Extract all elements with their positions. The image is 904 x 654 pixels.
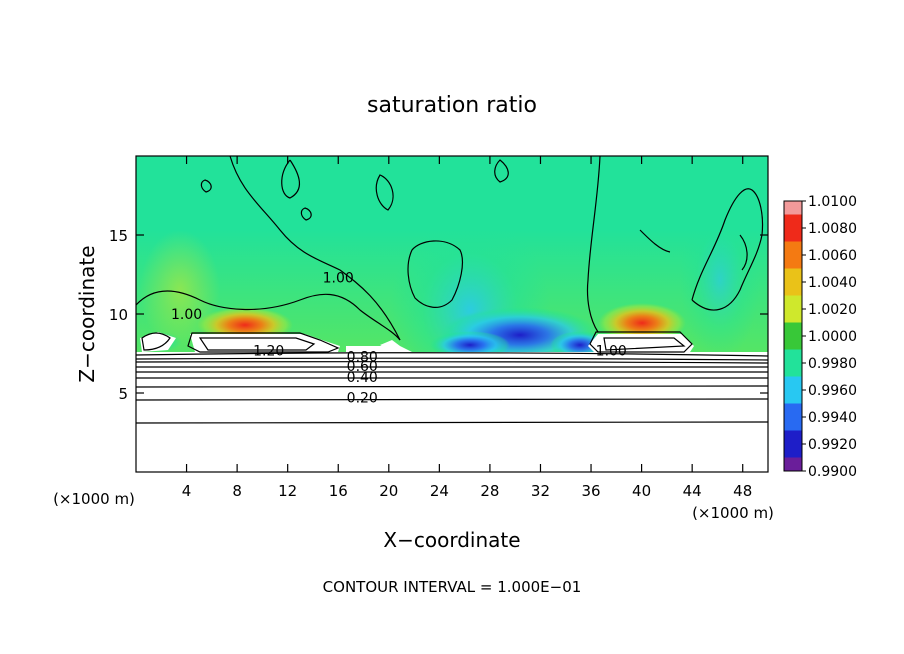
colorbar-swatch: [784, 201, 802, 215]
y-tick-label: 10: [109, 306, 128, 324]
colorbar-label: 0.9960: [808, 383, 857, 399]
colorbar-swatch: [784, 214, 802, 242]
contour-label: 0.60: [347, 359, 378, 375]
contour-lines: [136, 156, 768, 424]
y-axis-ticks: 5 10 15: [109, 227, 768, 403]
x-tick-label: 40: [632, 482, 651, 500]
colorbar-swatch: [784, 430, 802, 458]
colorbar-swatch: [784, 349, 802, 377]
contour-label: 1.00: [171, 307, 202, 323]
x-tick-label: 28: [480, 482, 499, 500]
x-axis-ticks: 4 8 12 16 20 24 28 32 36 40 44 48: [182, 156, 752, 500]
colorbar-label: 1.0080: [808, 221, 857, 237]
contour-interval-footer: CONTOUR INTERVAL = 1.000E−01: [323, 578, 582, 596]
x-unit-right: (×1000 m): [692, 504, 774, 522]
x-tick-label: 48: [733, 482, 752, 500]
contour-label: 0.40: [347, 370, 378, 386]
x-tick-label: 44: [683, 482, 702, 500]
colorbar-swatch: [784, 295, 802, 323]
x-axis-label: X−coordinate: [383, 528, 520, 552]
contour-label: 0.80: [347, 350, 378, 366]
contour-label: 0.20: [347, 391, 378, 407]
x-tick-label: 24: [430, 482, 449, 500]
colorbar-swatch: [784, 403, 802, 431]
colorbar-label: 0.9980: [808, 356, 857, 372]
colorbar-label: 1.0000: [808, 329, 857, 345]
colorbar-swatch: [784, 322, 802, 350]
x-tick-label: 16: [329, 482, 348, 500]
colorbar: 1.0100 1.0080 1.0060 1.0040 1.0020 1.0000 0.99…: [783, 194, 857, 480]
x-unit-left: (×1000 m): [53, 490, 135, 508]
colorbar-label: 1.0060: [808, 248, 857, 264]
x-tick-label: 36: [581, 482, 600, 500]
x-tick-label: 20: [379, 482, 398, 500]
white-patches: [352, 340, 400, 352]
colorbar-label: 1.0100: [808, 194, 857, 210]
colorbar-swatch: [784, 376, 802, 404]
colorbar-swatch: [784, 457, 802, 471]
contour-label: 1.00: [596, 343, 627, 359]
x-tick-label: 8: [232, 482, 242, 500]
colorbar-label: 0.9920: [808, 437, 857, 453]
contour-labels: 1.00 1.00 1.00 1.20 0.800.600.40 0.20: [171, 271, 627, 407]
plot-area: [136, 156, 768, 472]
y-axis-label: Z−coordinate: [75, 245, 99, 382]
x-tick-label: 12: [278, 482, 297, 500]
colorbar-swatch: [784, 268, 802, 296]
colorbar-label: 0.9940: [808, 410, 857, 426]
colorbar-label: 1.0040: [808, 275, 857, 291]
colorbar-label: 0.9900: [808, 464, 857, 480]
x-tick-label: 32: [531, 482, 550, 500]
chart-title: saturation ratio: [367, 93, 537, 118]
x-tick-label: 4: [182, 482, 192, 500]
y-tick-label: 5: [118, 385, 128, 403]
contour-label: 1.00: [323, 271, 354, 287]
y-tick-label: 15: [109, 227, 128, 245]
colorbar-label: 1.0020: [808, 302, 857, 318]
colorbar-swatch: [784, 241, 802, 269]
contour-label: 1.20: [253, 343, 284, 359]
